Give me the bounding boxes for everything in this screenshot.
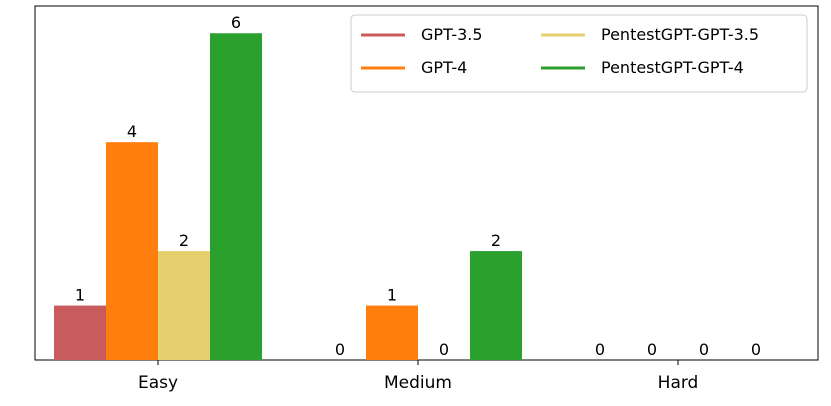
bar-label-medium-pentestgpt-gpt-4: 2 — [491, 231, 501, 250]
bar-label-medium-gpt-4: 1 — [387, 286, 397, 305]
bar-label-hard-gpt-3-5: 0 — [595, 340, 605, 359]
legend-label-pentestgpt-gpt-4: PentestGPT-GPT-4 — [601, 58, 744, 77]
legend-label-pentestgpt-gpt-3-5: PentestGPT-GPT-3.5 — [601, 25, 759, 44]
bar-label-easy-gpt-4: 4 — [127, 122, 137, 141]
bar-value-labels: 1 4 2 6 0 1 0 2 0 0 0 0 — [75, 13, 761, 359]
bar-medium-gpt-4 — [366, 305, 418, 360]
bars — [54, 33, 522, 360]
bar-label-easy-pentestgpt-gpt-4: 6 — [231, 13, 241, 32]
x-axis: Easy Medium Hard — [138, 360, 698, 393]
bar-label-medium-gpt-3-5: 0 — [335, 340, 345, 359]
bar-label-hard-gpt-4: 0 — [647, 340, 657, 359]
bar-label-easy-pentestgpt-gpt-3-5: 2 — [179, 231, 189, 250]
bar-easy-gpt-3-5 — [54, 305, 106, 360]
x-tick-label-easy: Easy — [138, 373, 178, 393]
bar-easy-pentestgpt-gpt-3-5 — [158, 251, 210, 360]
bar-label-medium-pentestgpt-gpt-3-5: 0 — [439, 340, 449, 359]
legend: GPT-3.5 GPT-4 PentestGPT-GPT-3.5 PentestGPT… — [350, 14, 808, 93]
bar-label-easy-gpt-3-5: 1 — [75, 286, 85, 305]
bar-label-hard-pentestgpt-gpt-4: 0 — [751, 340, 761, 359]
x-tick-label-medium: Medium — [384, 373, 452, 393]
bar-easy-pentestgpt-gpt-4 — [210, 33, 262, 360]
bar-label-hard-pentestgpt-gpt-3-5: 0 — [699, 340, 709, 359]
x-tick-label-hard: Hard — [658, 373, 699, 393]
plot-frame — [34, 5, 819, 361]
legend-box — [350, 14, 808, 93]
bar-easy-gpt-4 — [106, 142, 158, 360]
legend-label-gpt-3-5: GPT-3.5 — [421, 25, 483, 44]
bar-medium-pentestgpt-gpt-4 — [470, 251, 522, 360]
legend-label-gpt-4: GPT-4 — [421, 58, 467, 77]
